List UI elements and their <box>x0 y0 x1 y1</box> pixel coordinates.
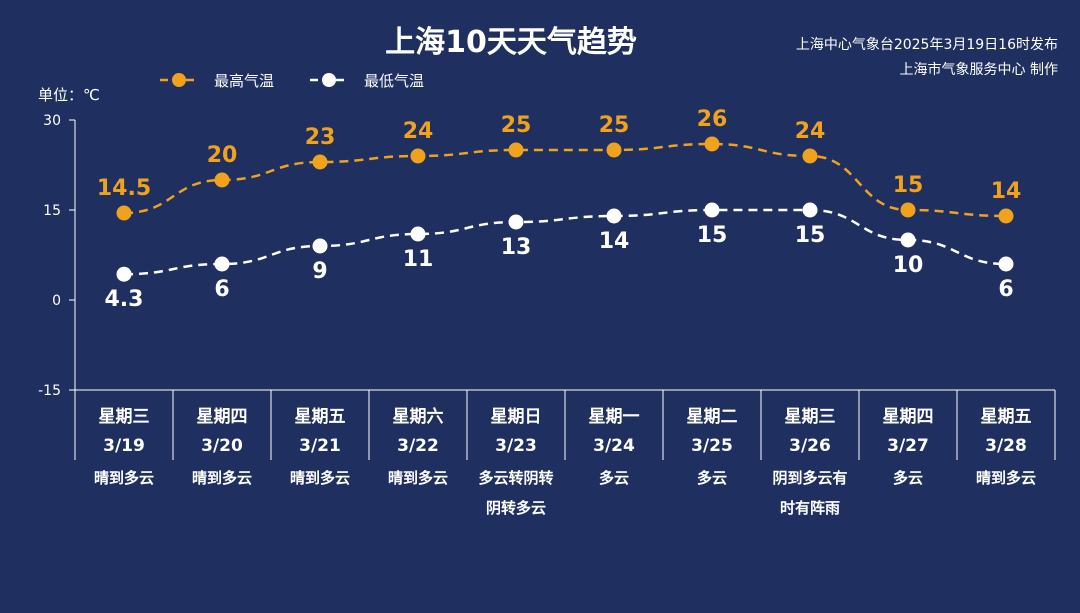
weather-description: 阴到多云有 <box>772 469 847 487</box>
point-low-temp <box>508 214 524 230</box>
point-low-temp <box>116 266 132 282</box>
y-tick-label: -15 <box>38 383 61 399</box>
data-label-low-temp: 15 <box>697 223 728 248</box>
point-low-temp <box>704 202 720 218</box>
data-label-low-temp: 14 <box>599 229 630 254</box>
weather-description: 多云转阴转 <box>478 469 553 487</box>
data-label-high-temp: 23 <box>305 125 336 150</box>
data-label-high-temp: 24 <box>795 119 826 144</box>
weekday-label: 星期五 <box>981 407 1032 427</box>
weekday-label: 星期五 <box>295 407 346 427</box>
point-low-temp <box>802 202 818 218</box>
data-label-high-temp: 24 <box>403 119 434 144</box>
legend: 最高气温 最低气温 <box>160 72 424 90</box>
data-label-low-temp: 11 <box>403 247 434 272</box>
weekday-label: 星期三 <box>785 407 836 427</box>
point-high-temp <box>704 136 720 152</box>
series-line-low <box>123 208 1007 276</box>
point-high-temp <box>214 172 230 188</box>
point-high-temp <box>998 208 1014 224</box>
series-line-high <box>123 142 1007 218</box>
weekday-label: 星期四 <box>197 407 248 427</box>
y-axis: 30 15 0 -15 <box>38 113 76 399</box>
point-low-temp <box>312 238 328 254</box>
point-low-temp <box>998 256 1014 272</box>
data-label-low-temp: 6 <box>214 277 229 302</box>
point-high-temp <box>606 142 622 158</box>
date-label: 3/24 <box>593 436 635 456</box>
date-label: 3/25 <box>691 436 733 456</box>
data-label-high-temp: 25 <box>501 113 532 138</box>
date-label: 3/20 <box>201 436 243 456</box>
data-label-low-temp: 4.3 <box>105 287 144 312</box>
weather-description: 多云 <box>893 469 923 487</box>
data-label-high-temp: 15 <box>893 173 924 198</box>
weather-description: 晴到多云 <box>976 469 1036 487</box>
x-axis: 星期三 3/19 晴到多云 星期四 3/20 晴到多云 星期五 3/21 晴到多云 星期六 3/22… <box>74 389 1056 517</box>
chart-title: 上海10天天气趋势 <box>385 25 637 60</box>
weather-description: 阴转多云 <box>486 499 546 517</box>
point-high-temp <box>116 205 132 221</box>
point-high-temp <box>802 148 818 164</box>
date-label: 3/27 <box>887 436 929 456</box>
point-high-temp <box>900 202 916 218</box>
weather-description: 多云 <box>599 469 629 487</box>
point-low-temp <box>214 256 230 272</box>
point-high-temp <box>410 148 426 164</box>
weekday-label: 星期四 <box>883 407 934 427</box>
point-low-temp <box>410 226 426 242</box>
date-label: 3/21 <box>299 436 341 456</box>
weather-description: 时有阵雨 <box>780 499 840 517</box>
weather-description: 晴到多云 <box>388 469 448 487</box>
weekday-label: 星期一 <box>589 407 640 427</box>
weekday-label: 星期二 <box>687 407 738 427</box>
point-high-temp <box>312 154 328 170</box>
data-label-low-temp: 9 <box>312 259 327 284</box>
point-low-temp <box>606 208 622 224</box>
date-label: 3/19 <box>103 436 145 456</box>
data-label-high-temp: 14 <box>991 179 1022 204</box>
weather-description: 晴到多云 <box>94 469 154 487</box>
data-label-low-temp: 15 <box>795 223 826 248</box>
y-tick-label: 30 <box>43 113 61 129</box>
point-high-temp <box>508 142 524 158</box>
weekday-label: 星期三 <box>99 407 150 427</box>
unit-label: 单位：℃ <box>38 86 100 104</box>
date-label: 3/22 <box>397 436 439 456</box>
data-label-high-temp: 20 <box>207 143 238 168</box>
weekday-label: 星期六 <box>393 406 444 427</box>
weather-description: 多云 <box>697 469 727 487</box>
point-low-temp <box>900 232 916 248</box>
y-tick-label: 0 <box>52 293 61 309</box>
data-label-low-temp: 13 <box>501 235 532 260</box>
date-label: 3/23 <box>495 436 537 456</box>
date-label: 3/26 <box>789 436 831 456</box>
data-label-low-temp: 6 <box>998 277 1013 302</box>
data-label-high-temp: 14.5 <box>97 176 151 201</box>
weather-description: 晴到多云 <box>192 469 252 487</box>
legend-low-marker <box>322 73 336 87</box>
y-tick-label: 15 <box>43 203 61 219</box>
series-layer: 14.5 20 23 24 25 25 26 24 15 14 4.3 6 9 11 13 14 15 15 10 6 <box>97 107 1021 312</box>
data-label-high-temp: 25 <box>599 113 630 138</box>
date-label: 3/28 <box>985 436 1027 456</box>
weather-description: 晴到多云 <box>290 469 350 487</box>
issuer-line-1: 上海中心气象台2025年3月19日16时发布 <box>796 37 1058 53</box>
data-label-low-temp: 10 <box>893 253 924 278</box>
weekday-label: 星期日 <box>491 407 542 427</box>
issuer-line-2: 上海市气象服务中心 制作 <box>900 61 1058 78</box>
legend-low-label: 最低气温 <box>364 72 424 90</box>
legend-high-marker <box>172 73 186 87</box>
data-label-high-temp: 26 <box>697 107 728 132</box>
legend-high-label: 最高气温 <box>214 72 274 90</box>
